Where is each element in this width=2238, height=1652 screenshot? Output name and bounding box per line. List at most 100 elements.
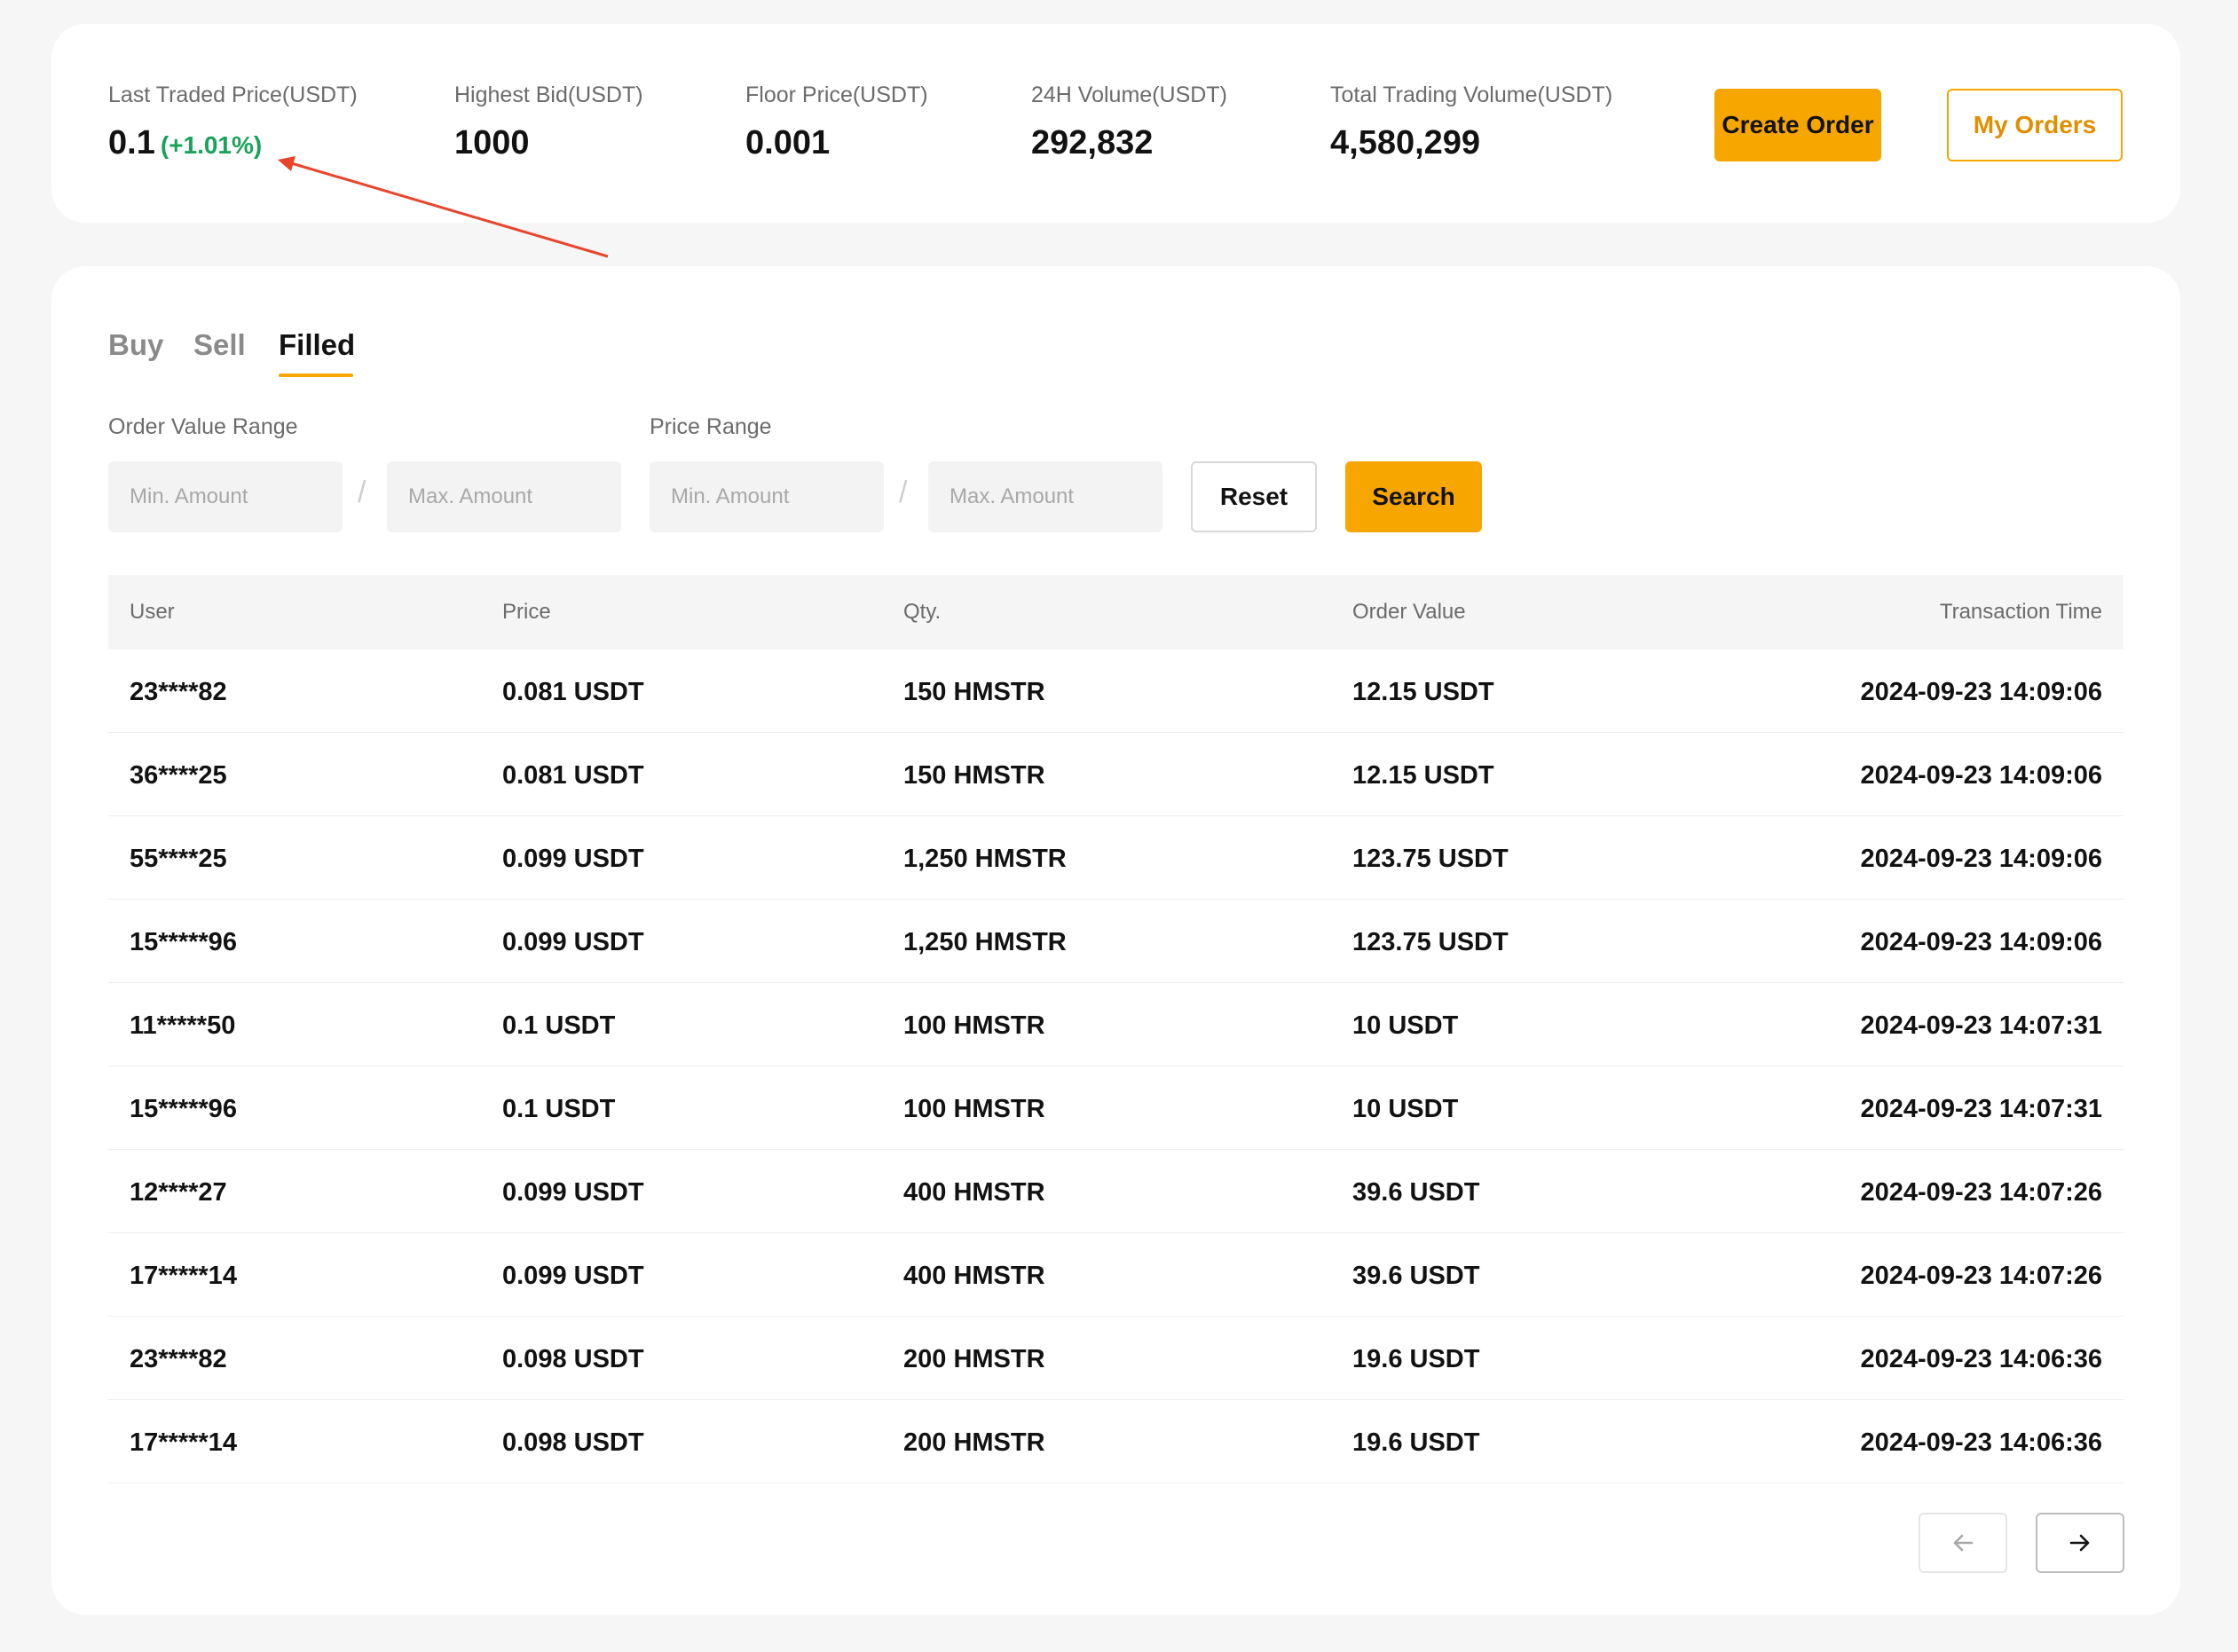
cell-price: 0.098 USDT [502, 1428, 644, 1457]
table-row: 11*****50 0.1 USDT 100 HMSTR 10 USDT 202… [108, 983, 2124, 1066]
range-separator: / [358, 476, 366, 509]
arrow-right-icon [2069, 1534, 2090, 1552]
cell-price: 0.099 USDT [502, 845, 644, 873]
stat-value: 0.1 (+1.01%) [108, 124, 358, 162]
stat-value: 1000 [454, 124, 530, 161]
cell-price: 0.099 USDT [502, 1262, 644, 1290]
cell-qty: 200 HMSTR [903, 1345, 1045, 1373]
cell-qty: 150 HMSTR [903, 678, 1045, 706]
table-row: 17*****14 0.099 USDT 400 HMSTR 39.6 USDT… [108, 1233, 2124, 1317]
cell-user: 15*****96 [130, 928, 237, 956]
order-value-min-input[interactable] [108, 461, 343, 532]
cell-user: 17*****14 [130, 1262, 237, 1290]
cell-qty: 200 HMSTR [903, 1428, 1045, 1457]
table-row: 55****25 0.099 USDT 1,250 HMSTR 123.75 U… [108, 816, 2124, 900]
my-orders-button[interactable]: My Orders [1947, 89, 2123, 161]
cell-transaction-time: 2024-09-23 14:06:36 [1860, 1428, 2102, 1457]
stat-24h-volume: 24H Volume(USDT) 292,832 [1031, 83, 1227, 162]
cell-qty: 150 HMSTR [903, 761, 1045, 790]
cell-transaction-time: 2024-09-23 14:07:26 [1860, 1178, 2102, 1207]
price-change-badge: (+1.01%) [160, 131, 263, 159]
cell-price: 0.099 USDT [502, 928, 644, 956]
column-header-price: Price [502, 600, 551, 624]
stat-label: Last Traded Price(USDT) [108, 83, 358, 107]
stat-value: 4,580,299 [1330, 124, 1481, 161]
stat-label: 24H Volume(USDT) [1031, 83, 1227, 107]
cell-user: 12****27 [130, 1178, 227, 1207]
cell-order-value: 19.6 USDT [1352, 1428, 1480, 1457]
arrow-left-icon [1953, 1534, 1974, 1552]
price-max-input[interactable] [928, 461, 1162, 532]
cell-order-value: 10 USDT [1352, 1095, 1459, 1123]
order-book-card: Buy Sell Filled Order Value Range Price … [51, 266, 2180, 1615]
table-row: 15*****96 0.1 USDT 100 HMSTR 10 USDT 202… [108, 1066, 2124, 1150]
cell-order-value: 12.15 USDT [1352, 761, 1494, 790]
table-row: 12****27 0.099 USDT 400 HMSTR 39.6 USDT … [108, 1150, 2124, 1233]
tab-sell[interactable]: Sell [193, 328, 246, 361]
cell-user: 17*****14 [130, 1428, 237, 1457]
column-header-qty: Qty. [903, 600, 942, 624]
last-price-value: 0.1 [108, 124, 155, 161]
next-page-button[interactable] [2036, 1513, 2124, 1573]
cell-transaction-time: 2024-09-23 14:06:36 [1860, 1345, 2102, 1373]
cell-user: 23****82 [130, 678, 227, 706]
range-separator: / [899, 476, 908, 509]
order-value-range-label: Order Value Range [108, 414, 298, 439]
stat-value: 0.001 [745, 124, 831, 161]
search-button[interactable]: Search [1345, 461, 1482, 532]
cell-qty: 400 HMSTR [903, 1262, 1045, 1290]
stat-total-trading-volume: Total Trading Volume(USDT) 4,580,299 [1330, 83, 1612, 162]
table-row: 15*****96 0.099 USDT 1,250 HMSTR 123.75 … [108, 900, 2124, 983]
price-min-input[interactable] [650, 461, 884, 532]
cell-price: 0.098 USDT [502, 1345, 644, 1373]
prev-page-button[interactable] [1919, 1513, 2007, 1573]
cell-price: 0.081 USDT [502, 761, 644, 790]
cell-qty: 400 HMSTR [903, 1178, 1045, 1207]
active-tab-indicator [279, 374, 353, 377]
cell-qty: 1,250 HMSTR [903, 928, 1067, 956]
cell-order-value: 39.6 USDT [1352, 1262, 1480, 1290]
cell-order-value: 123.75 USDT [1352, 845, 1509, 873]
price-range-label: Price Range [650, 414, 772, 439]
cell-transaction-time: 2024-09-23 14:09:06 [1860, 761, 2102, 790]
cell-user: 11*****50 [130, 1011, 236, 1040]
stat-label: Highest Bid(USDT) [454, 83, 643, 107]
cell-price: 0.099 USDT [502, 1178, 644, 1207]
cell-qty: 100 HMSTR [903, 1011, 1045, 1040]
column-header-transaction-time: Transaction Time [1939, 600, 2102, 624]
create-order-button[interactable]: Create Order [1714, 89, 1881, 161]
order-value-max-input[interactable] [387, 461, 621, 532]
cell-price: 0.1 USDT [502, 1011, 616, 1040]
tab-filled[interactable]: Filled [279, 328, 356, 361]
cell-price: 0.1 USDT [502, 1095, 616, 1123]
cell-user: 15*****96 [130, 1095, 237, 1123]
cell-qty: 1,250 HMSTR [903, 845, 1067, 873]
stat-label: Total Trading Volume(USDT) [1330, 83, 1613, 107]
cell-order-value: 12.15 USDT [1352, 678, 1494, 706]
table-header: User Price Qty. Order Value Transaction … [108, 575, 2124, 649]
tab-buy[interactable]: Buy [108, 328, 164, 361]
table-row: 23****82 0.098 USDT 200 HMSTR 19.6 USDT … [108, 1317, 2124, 1400]
cell-user: 36****25 [130, 761, 227, 790]
cell-transaction-time: 2024-09-23 14:07:31 [1860, 1011, 2102, 1040]
column-header-order-value: Order Value [1352, 600, 1466, 624]
column-header-user: User [130, 600, 175, 624]
cell-qty: 100 HMSTR [903, 1095, 1045, 1123]
cell-transaction-time: 2024-09-23 14:09:06 [1860, 845, 2102, 873]
stat-value: 292,832 [1031, 124, 1154, 161]
cell-transaction-time: 2024-09-23 14:07:31 [1860, 1095, 2102, 1123]
cell-transaction-time: 2024-09-23 14:07:26 [1860, 1262, 2102, 1290]
cell-order-value: 10 USDT [1352, 1011, 1459, 1040]
cell-price: 0.081 USDT [502, 678, 644, 706]
cell-order-value: 123.75 USDT [1352, 928, 1509, 956]
cell-order-value: 19.6 USDT [1352, 1345, 1480, 1373]
stat-floor-price: Floor Price(USDT) 0.001 [745, 83, 928, 162]
stat-label: Floor Price(USDT) [745, 83, 928, 107]
stat-highest-bid: Highest Bid(USDT) 1000 [454, 83, 643, 162]
table-row: 36****25 0.081 USDT 150 HMSTR 12.15 USDT… [108, 733, 2124, 816]
cell-transaction-time: 2024-09-23 14:09:06 [1860, 928, 2102, 956]
cell-order-value: 39.6 USDT [1352, 1178, 1480, 1207]
cell-user: 23****82 [130, 1345, 227, 1373]
market-stats-card: Last Traded Price(USDT) 0.1 (+1.01%) High… [51, 24, 2180, 223]
reset-button[interactable]: Reset [1191, 461, 1317, 532]
